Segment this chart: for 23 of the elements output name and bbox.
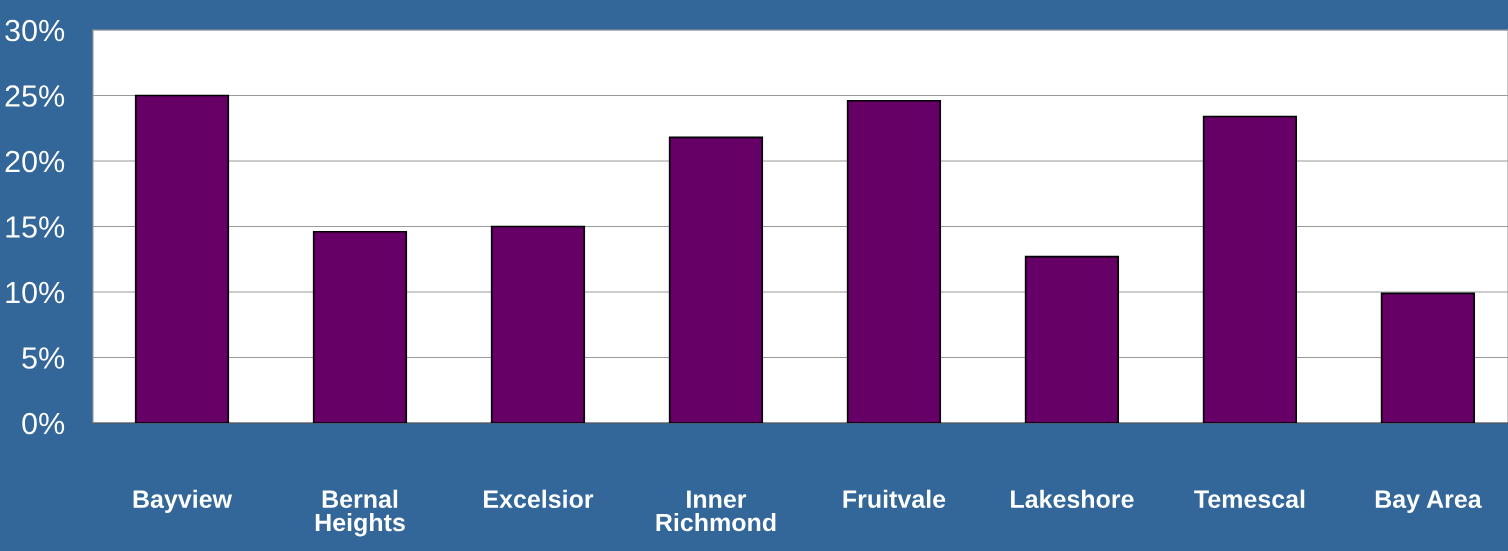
x-tick-label: Temescal [1194,489,1305,509]
y-tick-label: 5% [22,347,65,369]
bar [1380,292,1476,423]
y-tick-label: 30% [5,19,65,42]
y-tick-label: 10% [6,281,65,304]
bar [490,225,586,423]
bar [668,136,764,423]
bar [846,99,942,423]
y-tick-label: 15% [6,216,65,238]
x-tick-label: Bayview [133,489,233,513]
x-tick-label: Bay Area [1375,490,1482,513]
bar [312,230,408,423]
x-tick-label: Excelsior [484,489,594,509]
y-tick-label: 0% [22,412,65,435]
y-tick-label: 20% [5,150,65,173]
x-tick-label: Lakeshore [1011,489,1134,509]
bar [1024,255,1120,423]
bar [1202,115,1298,423]
x-tick-label: Inner Richmond [656,490,776,532]
x-tick-label: Fruitvale [843,489,946,509]
x-tick-label: Bernal Heights [315,489,405,537]
y-tick-label: 25% [5,85,65,107]
bar [134,94,230,423]
